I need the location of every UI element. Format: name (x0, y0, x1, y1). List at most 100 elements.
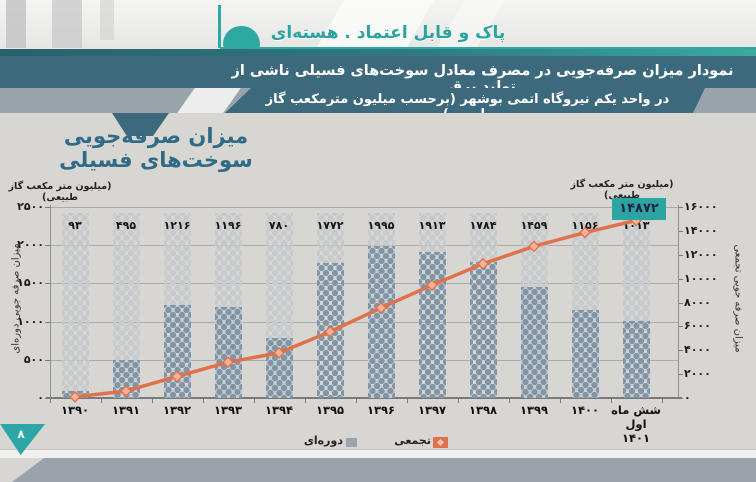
x-axis-tick (610, 399, 612, 403)
x-axis-tick (151, 399, 153, 403)
chart-title: میزان صرفه‌جویی سوخت‌های فسیلی (59, 124, 253, 172)
left-axis-tick-label: ۲۰۰۰ (17, 238, 44, 252)
periodic-bar (622, 320, 650, 398)
periodic-bar (316, 262, 344, 398)
left-axis-tick-label: ۱۵۰۰ (17, 276, 44, 290)
x-axis-tick (202, 399, 204, 403)
periodic-bar (571, 309, 599, 398)
x-axis-category-label: ۱۴۰۰ (570, 403, 600, 417)
dome-icon (223, 26, 260, 48)
left-axis-tick-label: ۱۰۰۰ (17, 314, 44, 328)
left-axis-tick (45, 207, 50, 208)
left-axis-tick (45, 321, 50, 323)
footer-divider (0, 449, 756, 450)
left-axis-tick (45, 359, 50, 361)
bar-background-column (61, 213, 89, 398)
right-axis-unit-label: (میلیون متر مکعب گاز طبیعی) (570, 179, 674, 201)
x-axis-tick (304, 399, 306, 403)
bar-value-label: ۱۰۱۳ (622, 219, 650, 232)
right-axis-tick-label: ۱۴۰۰۰ (684, 223, 718, 237)
left-axis-tick-label: ۲۵۰۰ (17, 200, 44, 213)
legend-label-cumulative: تجمعی (394, 434, 431, 447)
left-axis-unit-label: (میلیون متر مکعب گاز طبیعی) (8, 181, 112, 203)
banner-band-1 (0, 56, 756, 88)
right-axis-tick (678, 350, 683, 352)
right-axis-title: میزان صرفه جویی تجمعی (732, 244, 744, 353)
x-axis-category-label: ۱۳۹۳ (213, 403, 243, 417)
header-strip (0, 0, 756, 49)
right-axis-tick-label: ۴۰۰۰ (684, 343, 711, 357)
page-number: ۸ (17, 427, 25, 441)
banner-trapezoid-decoration (112, 113, 169, 136)
right-axis-tick-label: ۱۲۰۰۰ (684, 247, 718, 261)
bar-value-label: ۱۱۹۶ (214, 219, 242, 232)
right-axis-tick-label: ۱۶۰۰۰ (684, 200, 718, 213)
legend-label-periodic: دوره‌ای (303, 434, 343, 447)
right-axis-tick-label: ۸۰۰۰ (684, 295, 711, 309)
dome-icon (218, 5, 221, 48)
periodic-bar (163, 305, 191, 398)
x-axis-category-label: شش ماه اول ۱۴۰۱ (611, 403, 661, 445)
gridline (50, 207, 678, 208)
periodic-bar (520, 286, 548, 398)
periodic-legend-marker (346, 438, 357, 447)
cumulative-line (74, 218, 637, 399)
bar-value-label: ۱۲۱۶ (163, 219, 191, 232)
right-axis-tick (678, 254, 683, 256)
bar-value-label: ۱۷۷۲ (316, 219, 344, 232)
periodic-bar (367, 245, 395, 398)
bar-value-label: ۱۱۵۶ (571, 219, 599, 232)
periodic-bar (469, 261, 497, 398)
header-divider-bar (0, 49, 756, 56)
right-axis-tick (678, 302, 683, 304)
brand-underline (220, 47, 756, 49)
x-axis-tick (100, 399, 102, 403)
left-axis-tick (45, 283, 50, 285)
cumulative-total-callout: ۱۴۸۷۲ (612, 198, 666, 220)
bar-value-label: ۷۸۰ (268, 219, 290, 232)
right-axis-line (678, 205, 679, 399)
bar-value-label: ۱۹۹۵ (367, 219, 395, 232)
brand-tagline: پاک و قابل اعتماد . هسته‌ای (270, 23, 506, 43)
right-axis-tick (678, 374, 683, 376)
x-axis-tick (355, 399, 357, 403)
banner-line-2: در واحد یکم نیروگاه اتمی بوشهر (برحسب می… (265, 92, 670, 122)
right-axis-tick-label: ۰ (684, 391, 691, 404)
x-axis-category-label: ۱۳۹۴ (264, 403, 294, 417)
bar-value-label: ۱۷۸۴ (469, 219, 497, 232)
x-axis-category-label: ۱۳۹۷ (417, 403, 447, 417)
background-photo-shapes (6, 0, 26, 48)
x-axis-tick (406, 399, 408, 403)
bar-value-label: ۱۴۵۹ (520, 219, 548, 232)
background-photo-shapes (100, 0, 114, 40)
left-axis-line (50, 205, 51, 399)
x-axis-tick (457, 399, 459, 403)
right-axis-tick (678, 326, 683, 328)
periodic-bar (112, 360, 140, 398)
x-axis-category-label: ۱۳۹۱ (111, 403, 141, 417)
right-axis-tick-label: ۶۰۰۰ (684, 319, 711, 333)
x-axis-tick (253, 399, 255, 403)
x-axis-tick (661, 399, 663, 403)
right-axis-tick-label: ۱۰۰۰۰ (684, 271, 718, 285)
left-axis-tick (45, 245, 50, 247)
footer-gray-band (12, 458, 756, 482)
x-axis-category-label: ۱۳۹۸ (468, 403, 498, 417)
right-axis-tick-label: ۲۰۰۰ (684, 367, 711, 381)
periodic-bar (61, 390, 89, 398)
x-axis-category-label: ۱۳۹۵ (315, 403, 345, 417)
x-axis-tick (508, 399, 510, 403)
cumulative-legend-marker (433, 437, 448, 448)
x-axis-category-label: ۱۳۹۶ (366, 403, 396, 417)
x-axis-category-label: ۱۳۹۹ (519, 403, 549, 417)
x-axis-category-label: ۱۳۹۲ (162, 403, 192, 417)
background-photo-shapes (52, 0, 82, 48)
bar-value-label: ۴۹۵ (115, 219, 137, 232)
left-axis-title: میزان صرفه جویی دوره‌ای (10, 243, 22, 354)
periodic-bar (214, 306, 242, 398)
x-axis-tick (559, 399, 561, 403)
x-axis-category-label: ۱۳۹۰ (60, 403, 90, 417)
x-axis-tick (49, 399, 51, 403)
periodic-bar (418, 251, 446, 398)
